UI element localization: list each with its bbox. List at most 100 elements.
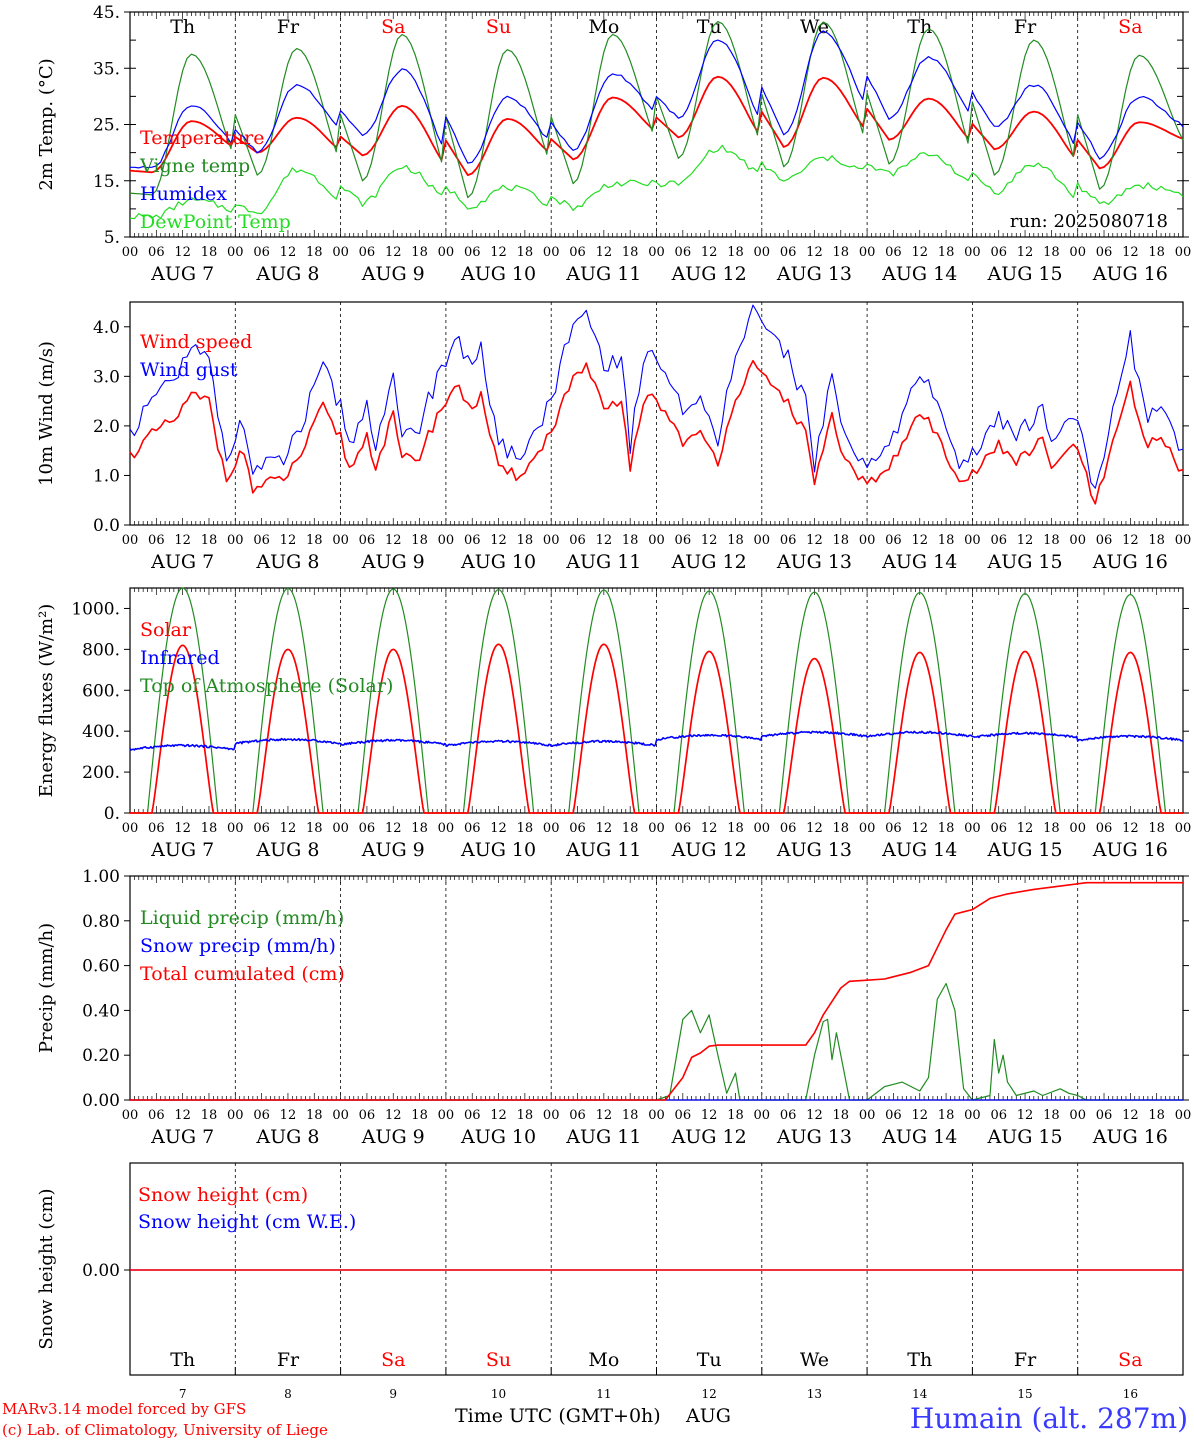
hour-tick-label: 18 [1043,1108,1060,1123]
hour-tick-label: 00 [648,821,665,836]
hour-tick-label: 12 [490,1108,507,1123]
hour-tick-label: 18 [1148,1108,1165,1123]
hour-tick-label: 18 [938,1108,955,1123]
hour-tick-label: 18 [411,533,428,548]
legend-entry: Humidex [140,183,227,205]
legend-entry: Liquid precip (mm/h) [140,907,344,929]
hour-tick-label: 06 [148,821,165,836]
y-tick-label: 1.0 [93,466,120,486]
hour-tick-label: 00 [754,245,771,260]
hour-tick-label: 00 [648,245,665,260]
hour-tick-label: 18 [938,245,955,260]
hour-tick-label: 18 [1148,821,1165,836]
series-line-wind-gust [129,304,1184,489]
y-tick-label: 400. [82,722,120,742]
hour-tick-label: 06 [885,821,902,836]
y-tick-label: 0.40 [82,1001,120,1021]
y-axis-label: Precip (mm/h) [36,923,57,1053]
y-tick-label: 4.0 [93,318,120,338]
hour-tick-label: 06 [359,1108,376,1123]
hour-tick-label: 06 [885,1108,902,1123]
hour-tick-label: 00 [648,533,665,548]
hour-tick-label: 00 [543,533,560,548]
day-name: Fr [277,16,300,38]
date-label: AUG 8 [255,839,319,861]
hour-tick-label: 12 [701,245,718,260]
hour-tick-label: 12 [911,821,928,836]
day-name-bottom: We [800,1349,829,1371]
date-label: AUG 10 [460,263,536,285]
hour-tick-label: 18 [1043,533,1060,548]
hour-tick-label: 06 [359,245,376,260]
hour-tick-label: 00 [1069,821,1086,836]
hour-tick-label: 00 [122,1108,139,1123]
day-number: 8 [284,1387,292,1401]
y-tick-label: 0.0 [93,516,120,536]
hour-tick-label: 06 [1096,1108,1113,1123]
hour-tick-label: 18 [622,1108,639,1123]
hour-tick-label: 06 [675,821,692,836]
panel-frame [129,301,1184,526]
legend-entry: Wind gust [140,359,238,381]
hour-tick-label: 00 [648,1108,665,1123]
panel-frame [129,11,1184,238]
hour-tick-label: 06 [675,533,692,548]
hour-tick-label: 18 [727,245,744,260]
hour-tick-label: 00 [859,1108,876,1123]
hour-tick-label: 00 [543,245,560,260]
hour-tick-label: 00 [227,245,244,260]
hour-tick-label: 18 [1043,821,1060,836]
hour-tick-label: 00 [332,1108,349,1123]
hour-tick-label: 00 [332,821,349,836]
station-name: Humain (alt. 287m) [910,1402,1188,1435]
panels-group: 5. 15. 25. 35. 45. 2m Temp. (°C) 00 06 12 18 00 06 1… [36,3,1191,1401]
hour-tick-label: 06 [780,533,797,548]
panel-4: 0.00 0.20 0.40 0.60 0.80 1.00 Precip (mm/h) 00 0… [36,867,1191,1148]
hour-tick-label: 06 [148,1108,165,1123]
hour-tick-label: 00 [754,533,771,548]
footer-model: MARv3.14 model forced by GFS [2,1400,246,1418]
hour-tick-label: 12 [911,533,928,548]
hour-tick-label: 00 [859,821,876,836]
hour-tick-label: 12 [174,821,191,836]
hour-tick-label: 00 [438,1108,455,1123]
hour-tick-label: 18 [833,1108,850,1123]
hour-tick-label: 00 [859,245,876,260]
date-label: AUG 14 [881,1126,957,1148]
day-name-bottom: Th [170,1349,195,1371]
legend-entry: Solar [140,619,192,641]
hour-tick-label: 00 [332,533,349,548]
y-tick-label: 200. [82,763,120,783]
hour-tick-label: 00 [122,245,139,260]
hour-tick-label: 12 [280,1108,297,1123]
hour-tick-label: 18 [411,1108,428,1123]
hour-tick-label: 06 [253,245,270,260]
y-axis-label: 10m Wind (m/s) [36,341,57,486]
hour-tick-label: 18 [411,821,428,836]
hour-tick-label: 12 [174,245,191,260]
hour-tick-label: 18 [938,821,955,836]
hour-tick-label: 12 [1017,1108,1034,1123]
hour-tick-label: 06 [990,533,1007,548]
hour-tick-label: 12 [385,245,402,260]
day-name: We [800,16,829,38]
hour-tick-label: 18 [306,245,323,260]
hour-tick-label: 18 [201,821,218,836]
hour-tick-label: 12 [385,1108,402,1123]
y-tick-label: 0.00 [82,1091,120,1111]
date-label: AUG 13 [776,1126,852,1148]
y-tick-label: 0. [104,804,120,824]
hour-tick-label: 00 [227,821,244,836]
day-name-bottom: Sa [381,1349,405,1371]
date-label: AUG 16 [1092,1126,1168,1148]
legend-entry: Temperature [140,127,264,149]
day-name: Sa [381,16,405,38]
hour-tick-label: 00 [438,821,455,836]
hour-tick-label: 18 [727,533,744,548]
legend-entry: Vigne temp [139,155,250,177]
hour-tick-label: 00 [227,533,244,548]
y-tick-label: 0.00 [82,1261,120,1281]
date-label: AUG 10 [460,551,536,573]
hour-tick-label: 00 [1175,533,1192,548]
